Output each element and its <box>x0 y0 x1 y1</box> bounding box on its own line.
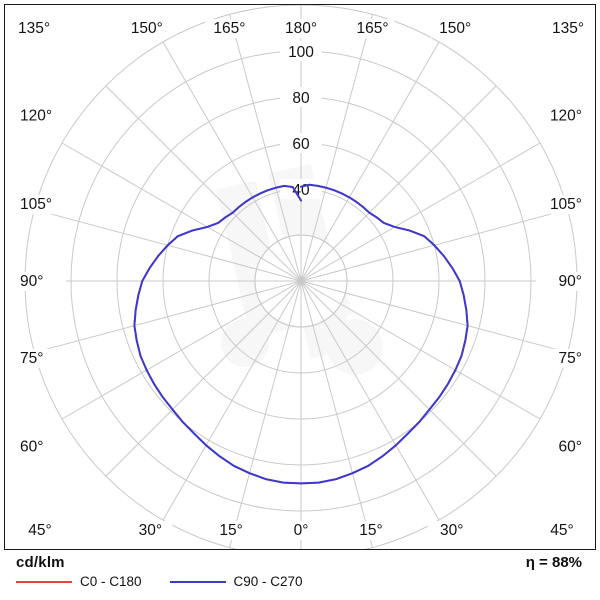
angle-tick-label: 45° <box>28 522 51 539</box>
legend-label: C0 - C180 <box>80 574 142 589</box>
legend-label: C90 - C270 <box>233 574 303 589</box>
units-label: cd/klm <box>16 554 65 571</box>
series-curve <box>133 183 469 485</box>
angle-tick-label: 30° <box>440 522 463 539</box>
polar-grid <box>24 5 578 549</box>
angle-tick-label: 165° <box>213 20 245 37</box>
angle-tick-label: 90° <box>559 273 582 290</box>
efficiency-label: η = 88% <box>525 554 582 571</box>
angle-tick-label: 105° <box>20 196 52 213</box>
radial-tick-label: 60 <box>292 136 310 153</box>
angle-tick-label: 15° <box>359 522 382 539</box>
legend-line-swatch <box>16 580 72 583</box>
legend-entry: C0 - C180 <box>16 574 142 589</box>
angle-tick-label: 150° <box>439 20 471 37</box>
angle-tick-label: 105° <box>550 196 582 213</box>
angle-tick-label: 75° <box>20 350 43 367</box>
angle-tick-label: 120° <box>550 107 582 124</box>
angle-tick-labels: 0° 15° 15° 30° 30° 45° 45° 60° 60° 75° 75° 90° 90° 10… <box>10 19 590 540</box>
angle-tick-label: 45° <box>550 522 573 539</box>
angle-tick-label: 135° <box>18 20 50 37</box>
angle-tick-label: 165° <box>357 20 389 37</box>
angle-tick-label: 60° <box>559 439 582 456</box>
chart-footer: cd/klm η = 88% C0 - C180 C90 - C270 <box>0 552 600 600</box>
angle-tick-label: 120° <box>20 107 52 124</box>
legend-entry: C90 - C270 <box>169 574 303 589</box>
angle-tick-label: 135° <box>552 20 584 37</box>
plot-area: 40 60 80 100 0° 15° 15° 30° 30° 45° 45° 60° 60° 75° 75… <box>4 4 596 550</box>
angle-tick-label: 90° <box>20 273 43 290</box>
radial-tick-label: 100 <box>288 44 314 61</box>
legend-line-swatch <box>169 580 226 583</box>
angle-tick-label: 60° <box>20 439 43 456</box>
radial-tick-label: 80 <box>292 90 310 107</box>
angle-tick-label: 30° <box>139 522 162 539</box>
angle-tick-label: 75° <box>559 350 582 367</box>
angle-tick-label: 15° <box>219 522 242 539</box>
chart-legend: C0 - C180 C90 - C270 <box>16 574 331 589</box>
data-series-group <box>133 183 469 485</box>
angle-tick-label: 180° <box>285 20 317 37</box>
angle-tick-label: 150° <box>131 20 163 37</box>
angle-tick-label: 0° <box>294 522 309 539</box>
